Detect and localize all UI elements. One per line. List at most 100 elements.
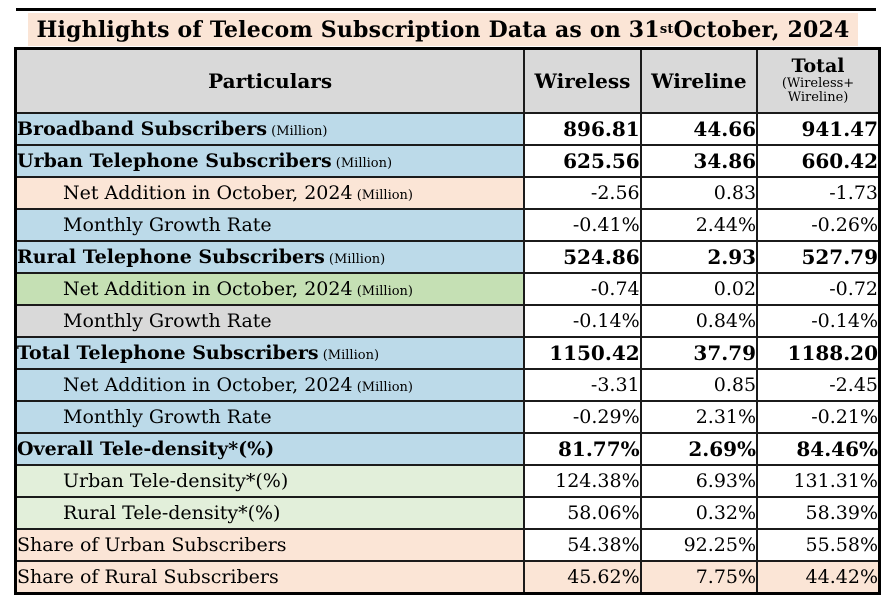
value-cell: 527.79 bbox=[756, 240, 881, 274]
value-cell: 0.32% bbox=[639, 496, 759, 530]
row-label: Rural Tele-density*(%) bbox=[14, 496, 526, 530]
value-cell: 92.25% bbox=[639, 528, 759, 562]
row-label: Urban Tele-density*(%) bbox=[14, 464, 526, 498]
value-cell: -0.74 bbox=[523, 272, 642, 306]
title-text-suffix: October, 2024 bbox=[673, 16, 850, 43]
row-label-unit: (Million) bbox=[331, 156, 393, 171]
value-cell: -0.26% bbox=[756, 208, 881, 242]
row-label: Net Addition in October, 2024 (Million) bbox=[14, 368, 526, 402]
row-label: Share of Rural Subscribers bbox=[14, 560, 526, 595]
table-body: Broadband Subscribers (Million) 896.81 44.… bbox=[14, 112, 881, 595]
value-cell: 941.47 bbox=[756, 112, 881, 146]
row-label: Net Addition in October, 2024 (Million) bbox=[14, 272, 526, 306]
col-header-wireless: Wireless bbox=[523, 47, 642, 114]
row-label-text: Monthly Growth Rate bbox=[63, 214, 272, 236]
col-header-particulars: Particulars bbox=[14, 47, 526, 114]
title-text-prefix: Highlights of Telecom Subscription Data … bbox=[36, 16, 660, 43]
value-cell: 0.02 bbox=[639, 272, 759, 306]
value-cell: 2.93 bbox=[639, 240, 759, 274]
col-header-total-main: Total bbox=[791, 55, 845, 78]
table-row: Total Telephone Subscribers (Million) 115… bbox=[14, 336, 881, 370]
table-row: Rural Tele-density*(%) 58.06% 0.32% 58.39% bbox=[14, 496, 881, 530]
table-row: Share of Rural Subscribers 45.62% 7.75% 44.… bbox=[14, 560, 881, 595]
value-cell: 37.79 bbox=[639, 336, 759, 370]
header-row: Particulars Wireless Wireline Total (Wir… bbox=[14, 47, 881, 114]
row-label-text: Total Telephone Subscribers bbox=[17, 342, 319, 364]
table-row: Net Addition in October, 2024 (Million) -… bbox=[14, 272, 881, 306]
value-cell: 81.77% bbox=[523, 432, 642, 466]
row-label-text: Broadband Subscribers bbox=[17, 118, 268, 140]
value-cell: 2.44% bbox=[639, 208, 759, 242]
col-header-total: Total (Wireless+ Wireline) bbox=[756, 47, 881, 114]
row-label-text: Net Addition in October, 2024 bbox=[63, 374, 353, 396]
row-label-text: Urban Tele-density*(%) bbox=[63, 470, 289, 492]
value-cell: 44.66 bbox=[639, 112, 759, 146]
row-label: Broadband Subscribers (Million) bbox=[14, 112, 526, 146]
row-label-text: Share of Urban Subscribers bbox=[17, 534, 287, 556]
value-cell: 84.46% bbox=[756, 432, 881, 466]
table-row: Rural Telephone Subscribers (Million) 524… bbox=[14, 240, 881, 274]
value-cell: -0.14% bbox=[523, 304, 642, 338]
col-header-wireline: Wireline bbox=[639, 47, 759, 114]
row-label-unit: (Million) bbox=[267, 124, 328, 139]
row-label: Monthly Growth Rate bbox=[14, 304, 526, 338]
row-label-unit: (Million) bbox=[318, 348, 380, 363]
value-cell: 524.86 bbox=[523, 240, 642, 274]
row-label-text: Share of Rural Subscribers bbox=[17, 566, 279, 588]
value-cell: -0.21% bbox=[756, 400, 881, 434]
value-cell: 0.83 bbox=[639, 176, 759, 210]
value-cell: 896.81 bbox=[523, 112, 642, 146]
value-cell: -0.14% bbox=[756, 304, 881, 338]
row-label: Rural Telephone Subscribers (Million) bbox=[14, 240, 526, 274]
page-title: Highlights of Telecom Subscription Data … bbox=[28, 13, 858, 46]
row-label-unit: (Million) bbox=[324, 252, 386, 267]
row-label: Monthly Growth Rate bbox=[14, 208, 526, 242]
value-cell: 34.86 bbox=[639, 144, 759, 178]
table-row: Net Addition in October, 2024 (Million) -… bbox=[14, 176, 881, 210]
table-row: Monthly Growth Rate -0.14% 0.84% -0.14% bbox=[14, 304, 881, 338]
row-label-text: Overall Tele-density*(%) bbox=[17, 438, 275, 460]
row-label-text: Rural Tele-density*(%) bbox=[63, 502, 281, 524]
telecom-subscription-table: Particulars Wireless Wireline Total (Wir… bbox=[14, 47, 881, 595]
table-row: Overall Tele-density*(%) 81.77% 2.69% 84.46… bbox=[14, 432, 881, 466]
row-label-text: Net Addition in October, 2024 bbox=[63, 182, 353, 204]
value-cell: -0.72 bbox=[756, 272, 881, 306]
value-cell: 55.58% bbox=[756, 528, 881, 562]
row-label: Net Addition in October, 2024 (Million) bbox=[14, 176, 526, 210]
col-header-total-sub-line1: (Wireless+ bbox=[781, 76, 855, 92]
table-row: Monthly Growth Rate -0.29% 2.31% -0.21% bbox=[14, 400, 881, 434]
value-cell: 58.39% bbox=[756, 496, 881, 530]
value-cell: 1150.42 bbox=[523, 336, 642, 370]
row-label-unit: (Million) bbox=[352, 284, 413, 299]
value-cell: -0.29% bbox=[523, 400, 642, 434]
row-label-text: Monthly Growth Rate bbox=[63, 406, 272, 428]
row-label: Total Telephone Subscribers (Million) bbox=[14, 336, 526, 370]
value-cell: 0.85 bbox=[639, 368, 759, 402]
row-label-text: Monthly Growth Rate bbox=[63, 310, 272, 332]
value-cell: 0.84% bbox=[639, 304, 759, 338]
row-label-text: Urban Telephone Subscribers bbox=[17, 150, 332, 172]
value-cell: -0.41% bbox=[523, 208, 642, 242]
table-row: Urban Tele-density*(%) 124.38% 6.93% 131.31… bbox=[14, 464, 881, 498]
value-cell: 2.69% bbox=[639, 432, 759, 466]
table-row: Net Addition in October, 2024 (Million) -… bbox=[14, 368, 881, 402]
value-cell: 6.93% bbox=[639, 464, 759, 498]
value-cell: -1.73 bbox=[756, 176, 881, 210]
value-cell: -3.31 bbox=[523, 368, 642, 402]
table-row: Monthly Growth Rate -0.41% 2.44% -0.26% bbox=[14, 208, 881, 242]
value-cell: 124.38% bbox=[523, 464, 642, 498]
row-label: Monthly Growth Rate bbox=[14, 400, 526, 434]
value-cell: 1188.20 bbox=[756, 336, 881, 370]
row-label-unit: (Million) bbox=[352, 188, 413, 203]
value-cell: 131.31% bbox=[756, 464, 881, 498]
value-cell: -2.45 bbox=[756, 368, 881, 402]
value-cell: -2.56 bbox=[523, 176, 642, 210]
row-label: Overall Tele-density*(%) bbox=[14, 432, 526, 466]
table-row: Broadband Subscribers (Million) 896.81 44.… bbox=[14, 112, 881, 146]
value-cell: 58.06% bbox=[523, 496, 642, 530]
value-cell: 7.75% bbox=[639, 560, 759, 595]
row-label-text: Rural Telephone Subscribers bbox=[17, 246, 325, 268]
value-cell: 2.31% bbox=[639, 400, 759, 434]
row-label: Urban Telephone Subscribers (Million) bbox=[14, 144, 526, 178]
